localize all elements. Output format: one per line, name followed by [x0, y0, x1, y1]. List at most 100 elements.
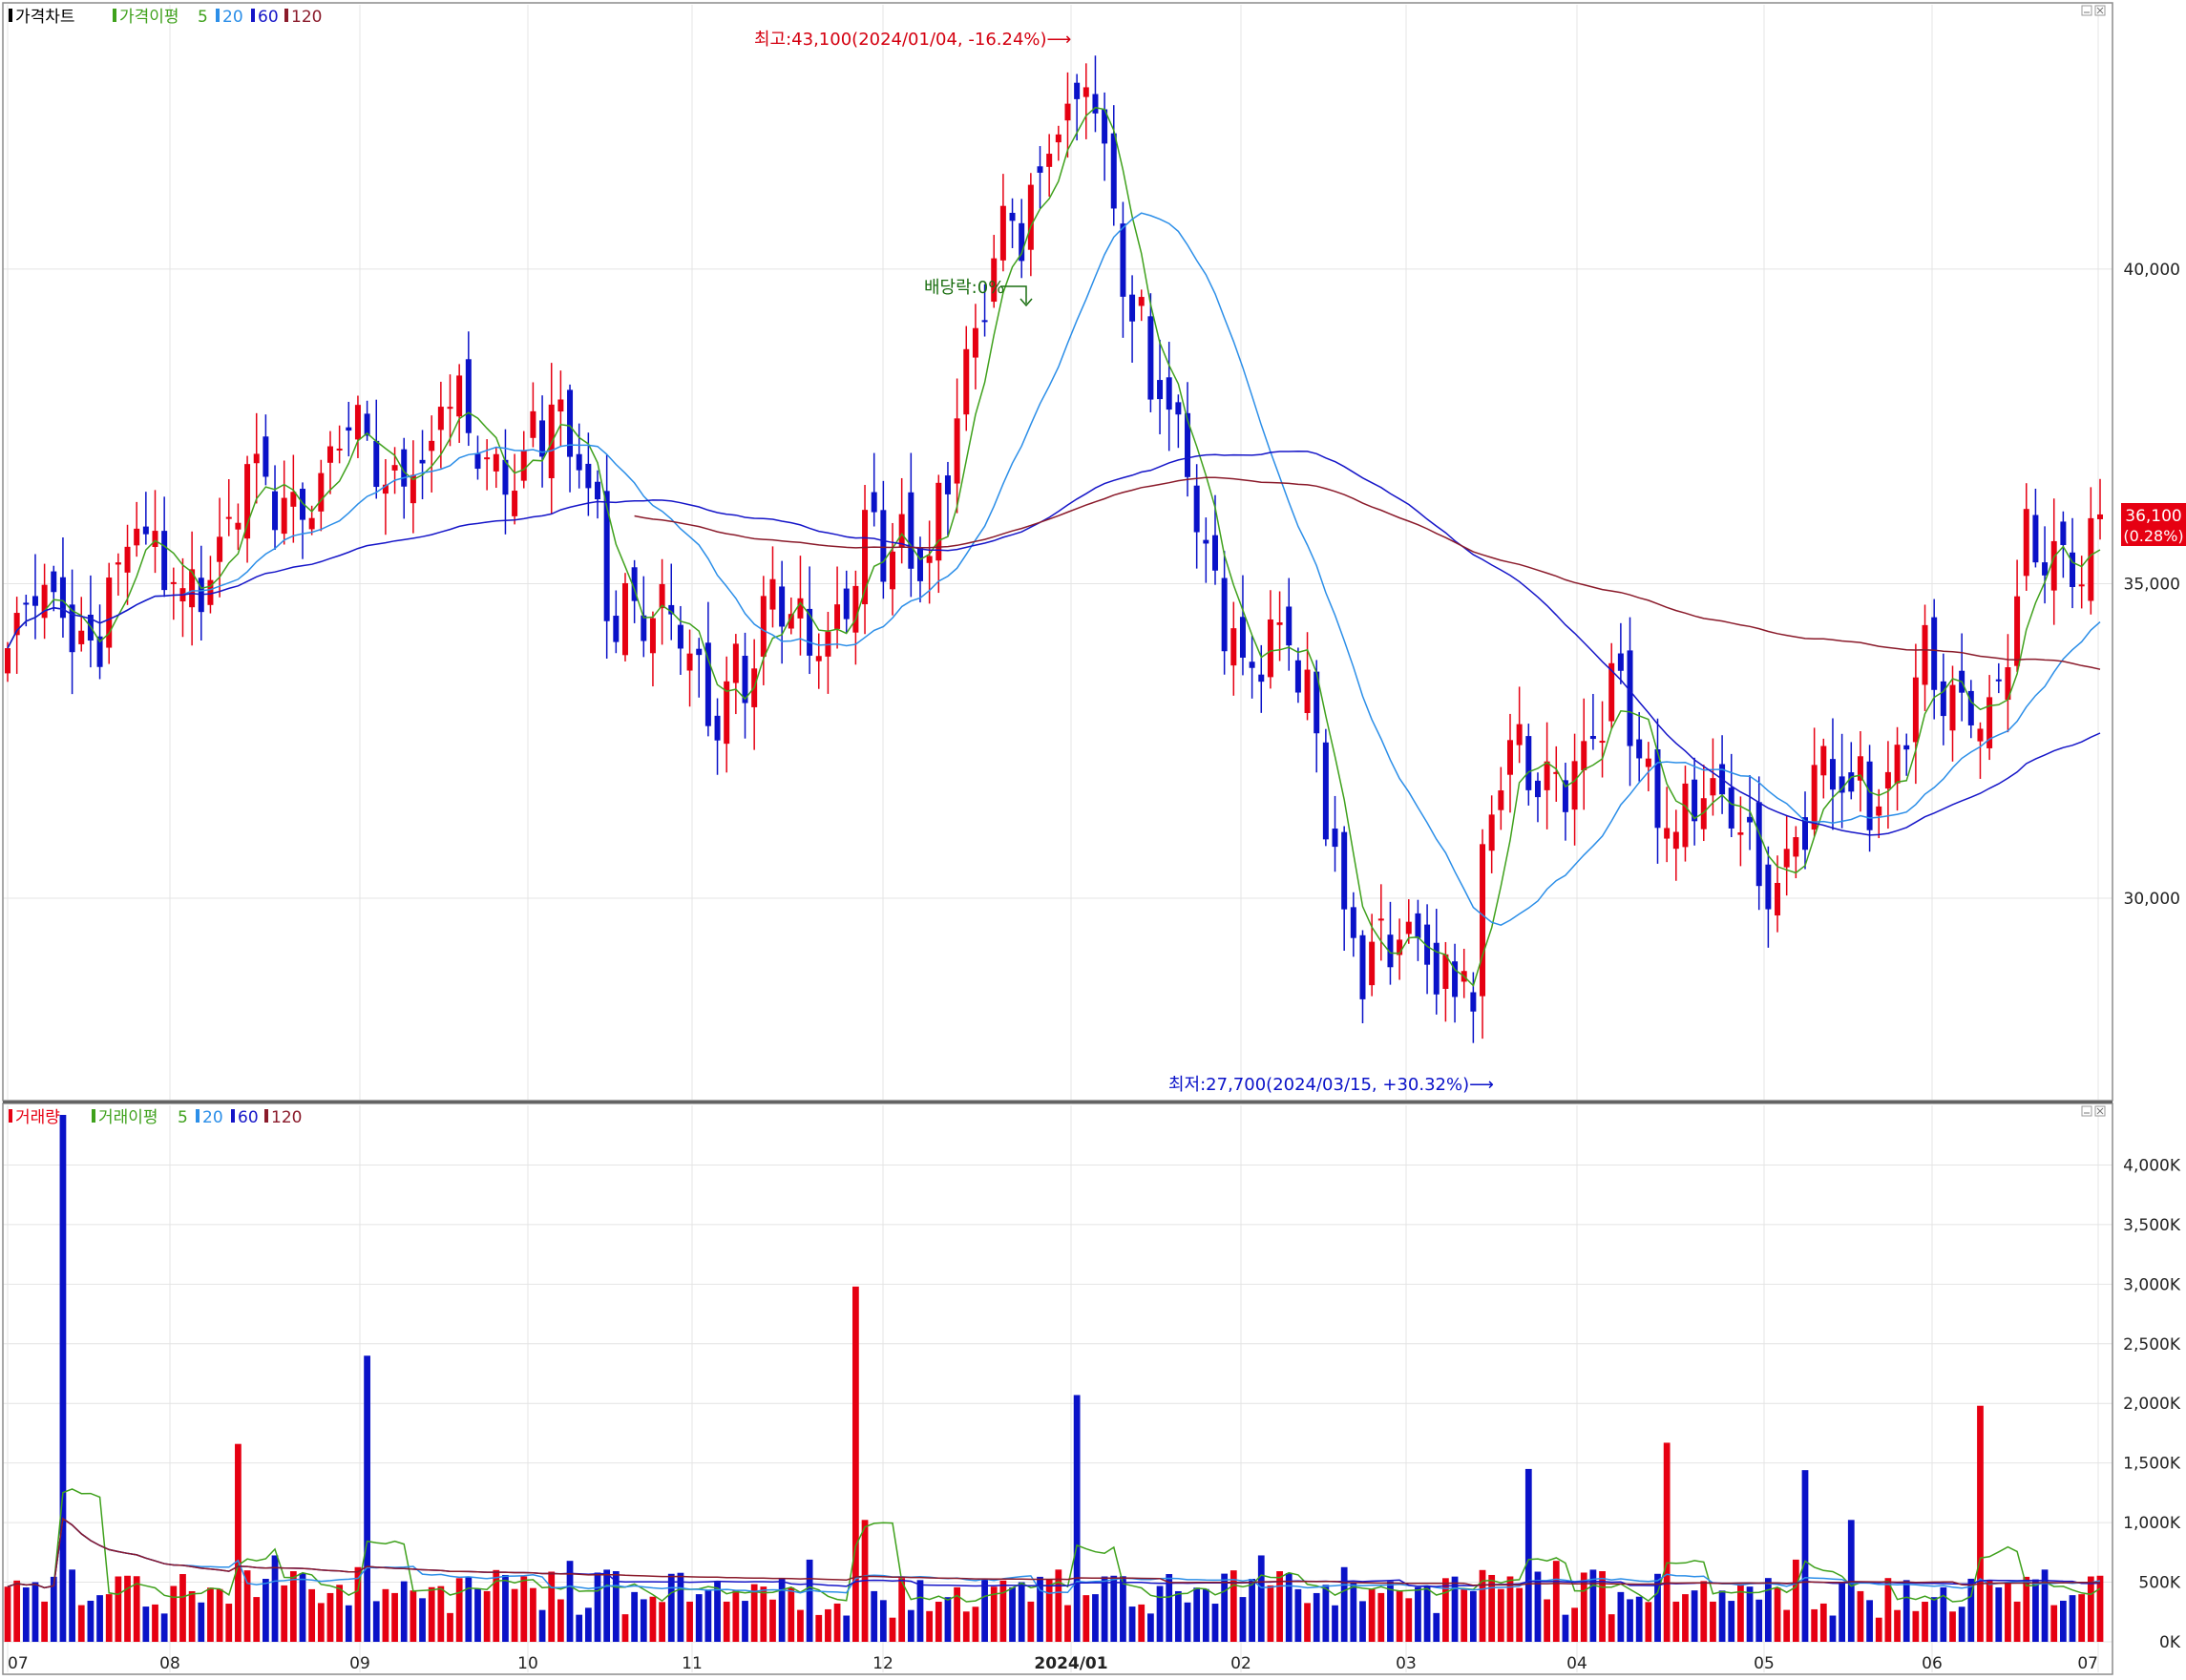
volume-bar[interactable]	[1617, 1591, 1625, 1642]
candle-body[interactable]	[1405, 921, 1412, 934]
candle-body[interactable]	[69, 604, 75, 653]
price-ma5-line[interactable]	[7, 106, 2101, 988]
volume-bar[interactable]	[437, 1586, 445, 1642]
candle-body[interactable]	[1654, 748, 1661, 829]
candle-body[interactable]	[51, 571, 57, 593]
candle-body[interactable]	[1710, 778, 1716, 796]
volume-bar[interactable]	[1940, 1586, 1947, 1642]
volume-bar[interactable]	[1663, 1442, 1671, 1642]
volume-bar[interactable]	[225, 1604, 233, 1642]
volume-bar[interactable]	[1774, 1587, 1781, 1642]
volume-bar[interactable]	[1857, 1590, 1864, 1642]
volume-bar[interactable]	[760, 1586, 767, 1642]
volume-bar[interactable]	[916, 1580, 924, 1642]
candle-body[interactable]	[1516, 724, 1523, 746]
volume-bar[interactable]	[566, 1561, 574, 1642]
candle-body[interactable]	[336, 448, 343, 451]
candle-body[interactable]	[447, 407, 453, 410]
candle-body[interactable]	[815, 656, 822, 662]
volume-bar[interactable]	[1073, 1395, 1081, 1642]
candle-body[interactable]	[1839, 776, 1845, 793]
candle-body[interactable]	[1664, 828, 1671, 839]
volume-bar[interactable]	[1332, 1605, 1338, 1642]
candle-body[interactable]	[1055, 134, 1061, 143]
volume-bar[interactable]	[889, 1617, 896, 1642]
volume-bar[interactable]	[41, 1601, 49, 1642]
price-legend-title[interactable]: 가격차트	[15, 8, 75, 27]
candle-body[interactable]	[797, 598, 804, 619]
candle-body[interactable]	[668, 604, 675, 615]
candle-body[interactable]	[1064, 103, 1071, 121]
candle-body[interactable]	[2005, 667, 2011, 701]
volume-bar[interactable]	[1322, 1585, 1330, 1642]
volume-bar[interactable]	[548, 1571, 556, 1642]
volume-bar[interactable]	[1737, 1584, 1744, 1642]
volume-bar[interactable]	[576, 1614, 583, 1642]
candle-body[interactable]	[1239, 617, 1246, 658]
volume-bar[interactable]	[419, 1598, 426, 1642]
candle-body[interactable]	[1193, 485, 1200, 533]
volume-bar[interactable]	[603, 1569, 611, 1642]
candle-body[interactable]	[134, 528, 140, 546]
volume-bar[interactable]	[69, 1569, 75, 1642]
volume-bar[interactable]	[686, 1601, 693, 1642]
volume-bar[interactable]	[289, 1571, 297, 1642]
volume-bar[interactable]	[1977, 1405, 1984, 1642]
volume-bar[interactable]	[981, 1578, 988, 1642]
candle-body[interactable]	[567, 389, 574, 457]
volume-bar[interactable]	[1516, 1587, 1524, 1642]
candle-body[interactable]	[852, 585, 859, 633]
candle-body[interactable]	[659, 583, 665, 609]
candle-body[interactable]	[318, 472, 325, 512]
volume-bar[interactable]	[999, 1580, 1007, 1642]
volume-bar[interactable]	[1147, 1613, 1154, 1642]
volume-bar[interactable]	[1700, 1581, 1708, 1642]
candle-body[interactable]	[1848, 772, 1855, 792]
volume-bar[interactable]	[1037, 1576, 1043, 1642]
volume-bar[interactable]	[1562, 1614, 1569, 1642]
candle-body[interactable]	[1876, 806, 1882, 816]
volume-bar[interactable]	[1728, 1601, 1735, 1642]
ma60-legend[interactable]: 60	[258, 8, 279, 27]
candle-body[interactable]	[1211, 535, 1218, 571]
candle-body[interactable]	[1359, 934, 1366, 999]
volume-bar[interactable]	[271, 1555, 279, 1642]
volume-bar[interactable]	[879, 1600, 887, 1642]
volume-bar[interactable]	[1082, 1595, 1090, 1642]
volume-bar[interactable]	[1912, 1610, 1920, 1642]
candle-body[interactable]	[23, 602, 30, 605]
volume-bar[interactable]	[152, 1604, 158, 1642]
volume-ma-legend-label[interactable]: 거래이평	[98, 1108, 158, 1127]
volume-bar[interactable]	[87, 1600, 95, 1642]
candle-body[interactable]	[944, 475, 951, 494]
volume-bar[interactable]	[1654, 1573, 1661, 1642]
volume-bar[interactable]	[1599, 1571, 1606, 1642]
volume-bar[interactable]	[382, 1588, 389, 1642]
volume-ma5-line[interactable]	[7, 1488, 2101, 1603]
candle-body[interactable]	[576, 453, 582, 471]
volume-bar[interactable]	[2023, 1576, 2030, 1642]
candle-body[interactable]	[13, 613, 20, 636]
volume-bar[interactable]	[797, 1609, 804, 1642]
candle-body[interactable]	[621, 582, 628, 656]
volume-bar[interactable]	[1110, 1575, 1118, 1642]
volume-bar[interactable]	[179, 1574, 186, 1642]
volume-bar[interactable]	[262, 1579, 269, 1642]
candle-body[interactable]	[1617, 653, 1624, 671]
volume-bar[interactable]	[944, 1597, 952, 1642]
candle-body[interactable]	[96, 636, 103, 667]
ma20-legend[interactable]: 20	[222, 8, 243, 27]
candle-body[interactable]	[631, 567, 638, 601]
candle-body[interactable]	[1294, 660, 1301, 693]
candle-body[interactable]	[272, 491, 279, 531]
candle-body[interactable]	[1903, 745, 1910, 750]
candle-body[interactable]	[1672, 831, 1679, 850]
vol-ma120-legend[interactable]: 120	[271, 1108, 302, 1127]
volume-bar[interactable]	[1710, 1601, 1716, 1642]
volume-bar[interactable]	[465, 1576, 473, 1642]
candle-body[interactable]	[898, 514, 905, 548]
candle-body[interactable]	[1442, 954, 1449, 989]
volume-bar[interactable]	[235, 1443, 242, 1642]
ma5-legend[interactable]: 5	[198, 8, 208, 27]
volume-bar[interactable]	[77, 1605, 85, 1642]
